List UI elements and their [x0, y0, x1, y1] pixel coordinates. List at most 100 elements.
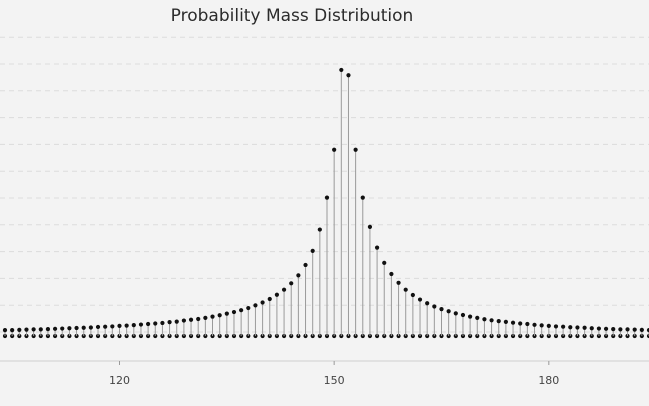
- data-point: [525, 321, 530, 327]
- data-point: [260, 300, 265, 305]
- data-point: [532, 322, 537, 327]
- data-point: [453, 311, 458, 316]
- data-point: [417, 297, 423, 302]
- data-point: [468, 314, 473, 319]
- data-point: [117, 323, 122, 328]
- x-tick-label: 180: [538, 374, 559, 387]
- data-point: [289, 281, 294, 286]
- data-point: [31, 327, 36, 332]
- data-point: [174, 319, 179, 324]
- chart-title: Probability Mass Distribution: [170, 6, 414, 26]
- gridlines: [0, 36, 649, 333]
- data-point: [131, 322, 136, 328]
- data-point: [317, 227, 322, 232]
- data-point: [618, 327, 623, 332]
- data-point: [196, 316, 201, 322]
- data-point: [246, 305, 251, 311]
- data-point: [432, 304, 437, 309]
- data-point: [303, 262, 308, 268]
- data-point: [74, 325, 79, 331]
- data-point: [446, 309, 451, 314]
- zero-point: [646, 333, 649, 339]
- data-point: [95, 324, 101, 330]
- data-point: [239, 308, 244, 313]
- data-point: [589, 326, 594, 331]
- data-points: [2, 67, 649, 333]
- data-point: [518, 321, 523, 326]
- data-point: [575, 325, 580, 330]
- data-point: [67, 326, 72, 331]
- data-point: [561, 324, 566, 329]
- data-point: [60, 326, 65, 331]
- data-point: [503, 319, 508, 324]
- data-point: [603, 326, 609, 331]
- data-point: [582, 325, 587, 330]
- x-axis: 120 150 180: [0, 360, 649, 387]
- data-point: [52, 326, 58, 331]
- data-point: [203, 315, 208, 321]
- data-point: [410, 292, 415, 298]
- data-point: [124, 323, 129, 328]
- data-point: [217, 313, 222, 318]
- data-point: [296, 273, 301, 278]
- data-point: [274, 292, 280, 297]
- data-point: [88, 325, 93, 330]
- data-point: [231, 309, 237, 315]
- data-point: [45, 326, 51, 332]
- data-point: [539, 323, 544, 328]
- data-point: [103, 324, 108, 329]
- data-point: [360, 195, 365, 200]
- data-point: [475, 315, 480, 321]
- data-point: [138, 322, 144, 327]
- data-point: [17, 327, 22, 332]
- x-tick-label: 150: [324, 374, 345, 387]
- data-point: [324, 195, 330, 200]
- data-point: [353, 147, 358, 152]
- data-point: [482, 317, 487, 322]
- data-point: [396, 280, 401, 285]
- data-point: [639, 327, 644, 332]
- data-point: [632, 327, 637, 332]
- data-point: [153, 321, 158, 326]
- data-point: [281, 287, 287, 292]
- data-point: [310, 248, 315, 253]
- data-point: [546, 323, 551, 328]
- data-point: [496, 319, 501, 324]
- data-point: [425, 301, 430, 306]
- data-point: [374, 245, 380, 250]
- data-point: [439, 307, 444, 312]
- data-point: [611, 326, 616, 332]
- data-point: [339, 67, 344, 73]
- data-point: [253, 303, 258, 308]
- data-point: [38, 327, 43, 332]
- data-point: [160, 320, 165, 326]
- data-point: [403, 287, 408, 292]
- data-point: [188, 317, 194, 322]
- stems: [4, 69, 649, 336]
- data-point: [110, 324, 115, 329]
- data-point: [210, 314, 215, 319]
- data-point: [382, 260, 387, 265]
- data-point: [10, 328, 15, 333]
- x-tick-label: 120: [109, 374, 130, 387]
- data-point: [346, 73, 351, 78]
- data-point: [167, 320, 172, 325]
- data-point: [510, 320, 516, 325]
- data-point: [460, 312, 466, 318]
- data-point: [367, 224, 373, 230]
- data-point: [389, 271, 394, 277]
- data-point: [2, 328, 8, 333]
- data-point: [625, 327, 630, 332]
- data-point: [568, 325, 573, 330]
- data-point: [489, 318, 494, 323]
- data-point: [24, 327, 29, 332]
- data-point: [267, 296, 272, 302]
- zero-baseline-points: [2, 333, 649, 339]
- data-point: [81, 325, 86, 330]
- data-point: [224, 311, 229, 316]
- data-point: [553, 324, 559, 329]
- data-point: [596, 326, 602, 331]
- data-point: [181, 318, 186, 323]
